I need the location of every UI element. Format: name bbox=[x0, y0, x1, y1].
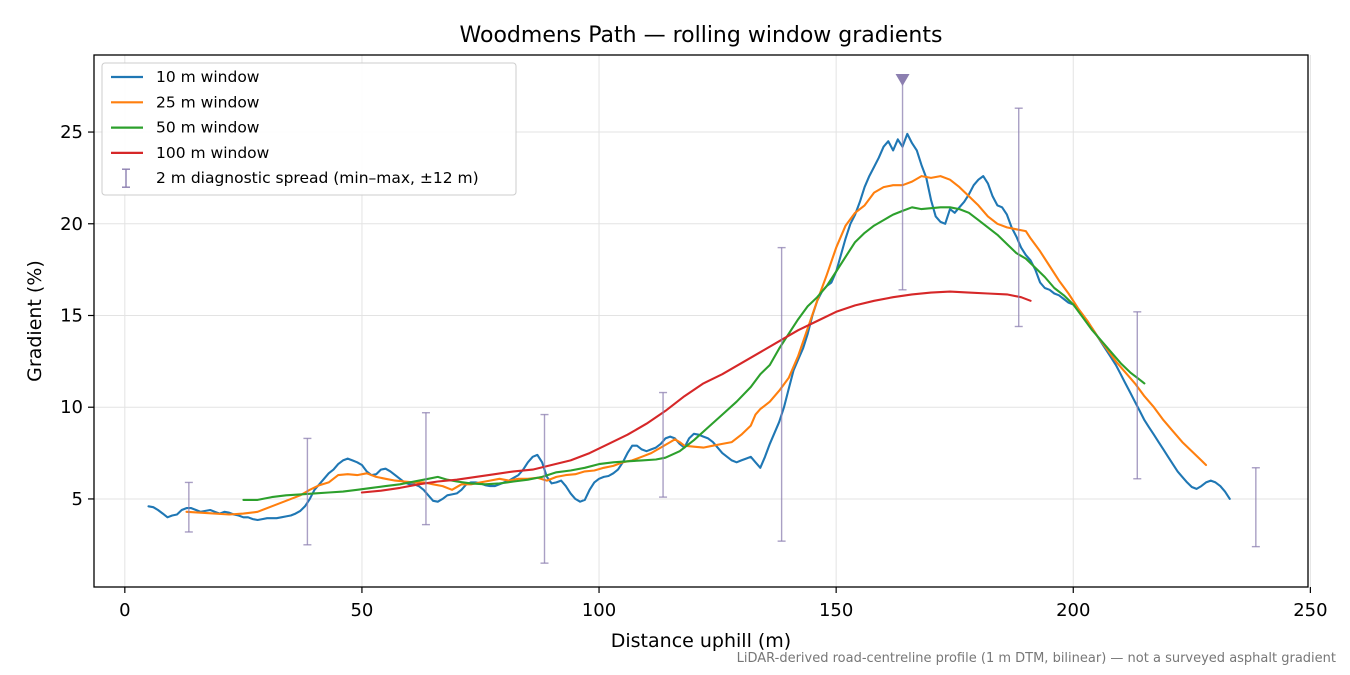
legend: 10 m window 25 m window 50 m window 100 m w… bbox=[101, 62, 517, 196]
series-line-50-m-window bbox=[242, 206, 1146, 501]
legend-items: 10 m window 25 m window 50 m window 100 m w… bbox=[111, 68, 479, 188]
legend-label: 2 m diagnostic spread (min–max, ±12 m) bbox=[156, 169, 479, 187]
legend-box bbox=[101, 62, 517, 196]
legend-item: 100 m window bbox=[111, 144, 270, 162]
x-tick-label: 150 bbox=[819, 600, 853, 621]
clipped-value-marker-icon bbox=[895, 74, 910, 86]
y-tick-label: 10 bbox=[60, 397, 83, 418]
x-tick-label: 100 bbox=[582, 600, 616, 621]
legend-item: 10 m window bbox=[111, 68, 260, 86]
series-line-10-m-window bbox=[147, 132, 1231, 522]
series-line-25-m-window bbox=[185, 175, 1208, 516]
y-axis-label: Gradient (%) bbox=[24, 260, 46, 382]
y-tick-label: 5 bbox=[72, 489, 83, 510]
legend-label: 100 m window bbox=[156, 144, 270, 162]
errorbar bbox=[659, 391, 668, 498]
errorbar bbox=[777, 246, 786, 542]
legend-item: 2 m diagnostic spread (min–max, ±12 m) bbox=[122, 168, 479, 188]
errorbar bbox=[1014, 107, 1023, 328]
errorbar bbox=[184, 481, 193, 533]
legend-label: 10 m window bbox=[156, 68, 260, 86]
legend-item: 50 m window bbox=[111, 119, 260, 137]
legend-label: 50 m window bbox=[156, 119, 260, 137]
y-tick-label: 20 bbox=[60, 214, 83, 235]
chart-footnote: LiDAR-derived road-centreline profile (1… bbox=[736, 651, 1336, 666]
axis-ticks: 0 50 100 150 200 250 5 10 15 20 25 bbox=[60, 122, 1327, 621]
errorbar bbox=[421, 412, 430, 526]
errorbar bbox=[303, 437, 312, 546]
legend-label: 25 m window bbox=[156, 93, 260, 111]
chart-title: Woodmens Path — rolling window gradients bbox=[460, 23, 943, 48]
errorbar bbox=[1251, 467, 1260, 548]
y-tick-label: 25 bbox=[60, 122, 83, 143]
x-tick-label: 0 bbox=[119, 600, 130, 621]
legend-item: 25 m window bbox=[111, 93, 260, 111]
plot-frame bbox=[93, 54, 1309, 588]
series-lines bbox=[147, 132, 1231, 522]
y-tick-label: 15 bbox=[60, 305, 83, 326]
x-tick-label: 200 bbox=[1056, 600, 1090, 621]
errorbar bbox=[1133, 311, 1142, 480]
x-axis-label: Distance uphill (m) bbox=[611, 630, 791, 652]
x-tick-label: 250 bbox=[1293, 600, 1327, 621]
errorbar bbox=[540, 413, 549, 564]
series-line-100-m-window bbox=[360, 290, 1032, 494]
diagnostic-spread-errorbars bbox=[184, 74, 1260, 564]
x-tick-label: 50 bbox=[350, 600, 373, 621]
